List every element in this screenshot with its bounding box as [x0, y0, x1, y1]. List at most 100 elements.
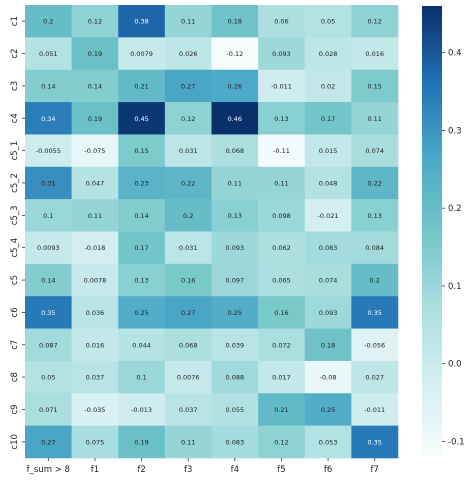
heatmap-cell — [304, 263, 352, 297]
heatmap-cell — [71, 5, 119, 38]
cell-value-label: 0.12 — [181, 115, 195, 123]
cell-value-label: -0.013 — [131, 406, 152, 414]
heatmap-cell — [351, 296, 399, 329]
cell-value-label: 0.0079 — [130, 50, 153, 58]
heatmap-cell — [211, 263, 259, 297]
heatmap-cell — [351, 166, 399, 200]
y-tick-label: c1 — [10, 16, 20, 26]
cell-value-label: 0.031 — [179, 147, 198, 155]
y-tick-label: c9 — [10, 404, 20, 414]
cell-value-label: 0.18 — [321, 341, 335, 349]
cell-value-label: 0.35 — [367, 438, 381, 446]
heatmap-cell — [71, 263, 119, 297]
heatmap-cell — [118, 37, 166, 71]
heatmap-cell — [25, 199, 72, 232]
heatmap-cell — [25, 425, 72, 459]
cell-value-label: 0.017 — [272, 374, 291, 382]
cell-value-label: 0.27 — [41, 438, 55, 446]
cell-value-label: 0.053 — [319, 438, 338, 446]
cell-value-label: 0.16 — [274, 309, 288, 317]
cell-value-label: 0.05 — [41, 374, 55, 382]
cell-value-label: 0.0093 — [37, 244, 60, 252]
cell-value-label: 0.25 — [228, 309, 242, 317]
cell-value-label: -0.021 — [318, 212, 339, 220]
colorbar-tick-label: 0.4 — [448, 49, 462, 59]
cell-value-label: 0.02 — [321, 82, 335, 90]
heatmap-cell — [351, 328, 399, 362]
heatmap-cell — [211, 393, 259, 426]
cell-value-label: 0.21 — [134, 82, 148, 90]
cell-value-label: 0.13 — [274, 115, 288, 123]
heatmap-cell — [164, 328, 212, 362]
heatmap-cell — [71, 166, 119, 200]
cell-value-label: 0.12 — [274, 438, 288, 446]
heatmap-cell — [25, 328, 72, 362]
cell-value-label: 0.071 — [39, 406, 58, 414]
cell-value-label: 0.13 — [228, 212, 242, 220]
x-tick-label: f3 — [184, 465, 192, 475]
heatmap-cell — [351, 360, 399, 394]
cell-value-label: 0.26 — [228, 82, 242, 90]
heatmap-cell — [258, 134, 306, 168]
cell-value-label: 0.46 — [228, 115, 242, 123]
heatmap-cell — [118, 263, 166, 297]
cell-value-label: 0.06 — [274, 18, 288, 26]
heatmap-cell — [25, 37, 72, 71]
heatmap-cell — [118, 360, 166, 394]
heatmap-cell — [211, 102, 259, 135]
heatmap-cell — [25, 231, 72, 265]
heatmap-cell — [304, 134, 352, 168]
y-axis: c1 c2 c3 c4 c5_1 c5_2 c5_3 c5_4 c5 c6 c7 c8 c9 c10 — [10, 16, 25, 450]
heatmap-cell — [258, 393, 306, 426]
cell-value-label: 0.23 — [134, 179, 148, 187]
heatmap-cell — [258, 5, 306, 38]
cell-value-label: 0.11 — [181, 438, 195, 446]
cell-value-label: -0.011 — [271, 82, 292, 90]
cell-value-label: 0.11 — [274, 179, 288, 187]
heatmap-cell — [164, 134, 212, 168]
cell-value-label: 0.072 — [272, 341, 291, 349]
cell-value-label: 0.051 — [39, 50, 58, 58]
y-tick-label: c5_2 — [10, 173, 20, 193]
heatmap-cell — [164, 5, 212, 38]
x-tick-label: f6 — [324, 465, 332, 475]
heatmap-cell — [118, 69, 166, 103]
x-tick-label: f7 — [370, 465, 378, 475]
heatmap-cell — [71, 199, 119, 232]
heatmap-cell — [164, 37, 212, 71]
cell-value-label: 0.093 — [272, 50, 291, 58]
cell-value-label: 0.15 — [134, 147, 148, 155]
heatmap-cell — [25, 393, 72, 426]
heatmap-cell — [258, 360, 306, 394]
heatmap-cell — [211, 231, 259, 265]
heatmap-cell — [71, 102, 119, 135]
heatmap-cell — [304, 5, 352, 38]
heatmap-cell — [25, 166, 72, 200]
cell-value-label: 0.016 — [86, 341, 105, 349]
cell-value-label: 0.19 — [88, 50, 102, 58]
heatmap-cell — [304, 425, 352, 459]
heatmap-cell — [118, 425, 166, 459]
heatmap-cell — [118, 231, 166, 265]
heatmap-cell — [164, 360, 212, 394]
heatmap-cell — [304, 69, 352, 103]
cell-value-label: 0.083 — [226, 438, 245, 446]
heatmap-cell — [164, 166, 212, 200]
cell-value-label: 0.2 — [370, 277, 380, 285]
y-tick-label: c10 — [10, 434, 20, 450]
cell-value-label: 0.098 — [272, 212, 291, 220]
heatmap-cell — [164, 69, 212, 103]
cell-value-label: -0.011 — [364, 406, 385, 414]
cell-value-label: -0.035 — [84, 406, 105, 414]
y-tick-label: c3 — [10, 81, 20, 91]
cell-value-label: 0.35 — [367, 309, 381, 317]
x-tick-label: f_sum > 8 — [27, 465, 70, 475]
cell-value-label: 0.031 — [179, 244, 198, 252]
heatmap-cell — [258, 37, 306, 71]
heatmap-cell — [71, 328, 119, 362]
heatmap-cell — [25, 69, 72, 103]
heatmap-cell — [118, 5, 166, 38]
heatmap-cell — [118, 134, 166, 168]
cell-value-label: 0.062 — [272, 244, 291, 252]
cell-value-label: 0.088 — [226, 374, 245, 382]
